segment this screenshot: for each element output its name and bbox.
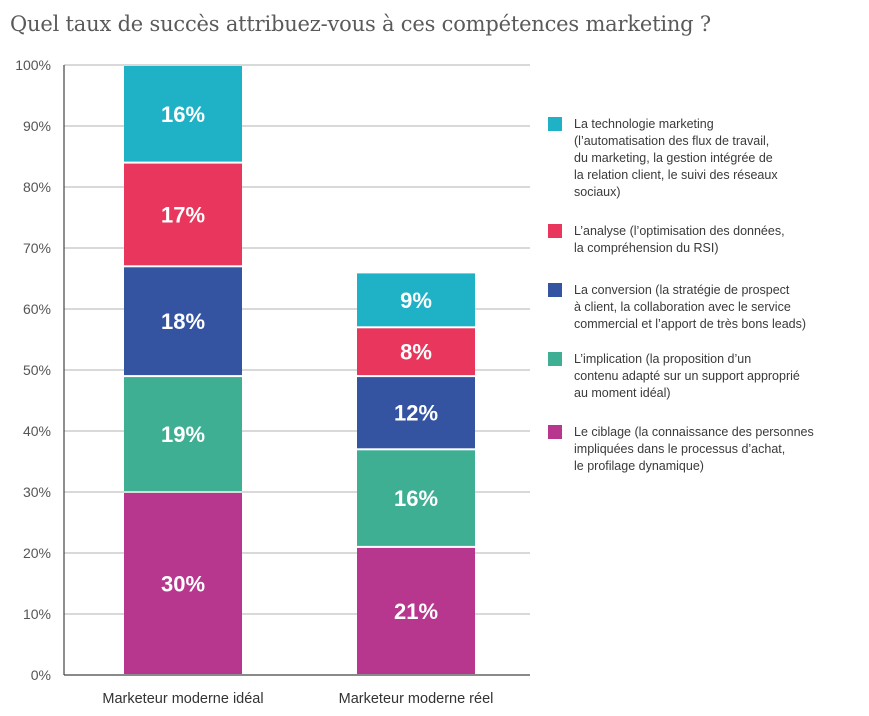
bar-segment (357, 547, 475, 674)
y-tick-label: 70% (23, 240, 51, 256)
y-tick-label: 30% (23, 484, 51, 500)
legend-swatch (548, 283, 562, 297)
x-category-label: Marketeur moderne réel (339, 691, 494, 707)
bar-segment (124, 493, 242, 674)
legend-label: L’analyse (l’optimisation des données, l… (574, 224, 785, 255)
legend-label: La technologie marketing (l’automatisati… (574, 117, 778, 199)
y-tick-label: 50% (23, 362, 51, 378)
legend-swatch (548, 425, 562, 439)
stacked-bar-chart: 0% 10% 20% 30% 40% 50% 60% 70% 80% 90% 100% 30% 19% 1… (15, 57, 530, 707)
data-label: 12% (394, 401, 438, 426)
y-tick-label: 80% (23, 179, 51, 195)
y-tick-label: 100% (15, 57, 51, 73)
data-label: 16% (161, 102, 205, 127)
data-label: 18% (161, 309, 205, 334)
bar-segment (357, 450, 475, 546)
legend-swatch (548, 224, 562, 238)
y-tick-label: 90% (23, 118, 51, 134)
y-tick-label: 60% (23, 301, 51, 317)
legend-swatch (548, 352, 562, 366)
legend-label: L’implication (la proposition d’un conte… (574, 352, 800, 400)
legend-label: La conversion (la stratégie de prospect … (574, 283, 807, 331)
data-label: 16% (394, 486, 438, 511)
bar-segment (124, 66, 242, 162)
chart-title: Quel taux de succès attribuez-vous à ces… (10, 12, 711, 36)
bar-segment (124, 377, 242, 491)
bar-segment (124, 163, 242, 266)
bar-segment (357, 328, 475, 376)
y-tick-label: 40% (23, 423, 51, 439)
data-label: 9% (400, 288, 432, 313)
bar-segment (357, 377, 475, 449)
bar-segment (357, 273, 475, 327)
data-label: 30% (161, 572, 205, 597)
data-label: 17% (161, 202, 205, 227)
data-label: 21% (394, 599, 438, 624)
bar-segment (124, 267, 242, 376)
y-tick-label: 20% (23, 545, 51, 561)
y-tick-label: 0% (31, 667, 51, 683)
data-label: 19% (161, 422, 205, 447)
y-tick-label: 10% (23, 606, 51, 622)
data-label: 8% (400, 340, 432, 365)
x-category-label: Marketeur moderne idéal (102, 691, 263, 707)
legend-label: Le ciblage (la connaissance des personne… (574, 425, 814, 473)
legend-swatch (548, 117, 562, 131)
